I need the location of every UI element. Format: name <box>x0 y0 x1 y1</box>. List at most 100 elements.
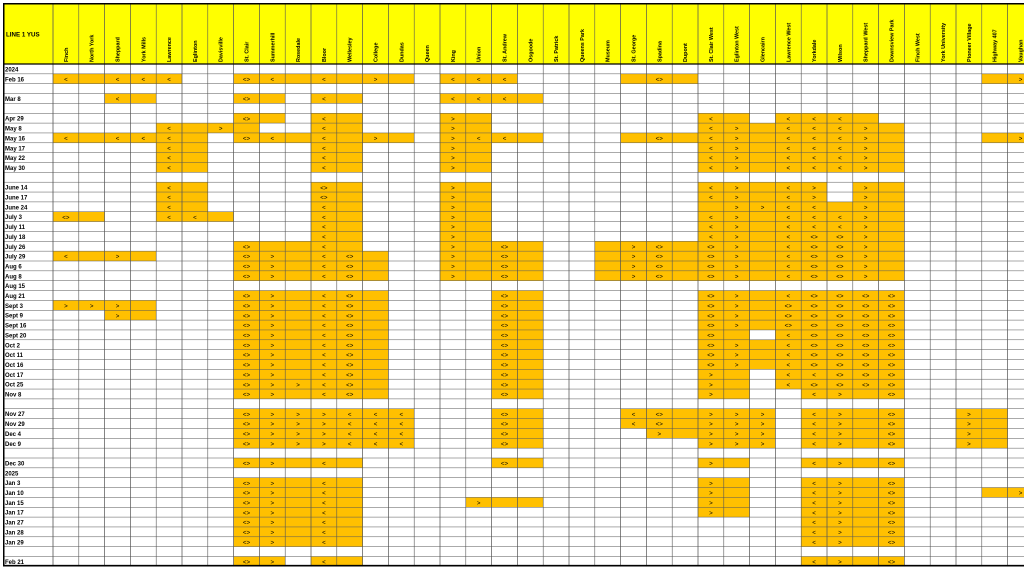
direction-mark: > <box>838 510 842 517</box>
closure-cell <box>723 241 750 252</box>
closure-cell <box>285 517 311 527</box>
closure-cell <box>156 162 182 173</box>
closure-cell <box>956 408 982 419</box>
direction-mark: <> <box>888 362 896 369</box>
closure-cell <box>698 251 724 261</box>
direction-mark: <> <box>656 273 664 280</box>
direction-mark: <> <box>243 76 251 83</box>
closure-cell <box>517 408 544 419</box>
closure-cell <box>852 201 879 212</box>
direction-mark: <> <box>862 382 870 389</box>
direction-mark: < <box>709 155 713 162</box>
row-label: Mar 8 <box>5 97 21 103</box>
closure-cell <box>827 349 853 360</box>
direction-mark: > <box>451 273 455 280</box>
closure-cell <box>285 428 311 439</box>
row-label: Dec 9 <box>5 442 22 448</box>
closure-cell <box>440 211 466 222</box>
closure-cell <box>259 320 286 330</box>
closure-cell <box>878 408 905 419</box>
closure-cell <box>336 231 363 242</box>
closure-cell <box>491 369 518 380</box>
direction-mark: > <box>270 273 274 280</box>
direction-mark: <> <box>888 352 896 359</box>
direction-mark: < <box>116 136 120 143</box>
closure-cell <box>156 132 182 143</box>
direction-mark: < <box>322 539 326 546</box>
direction-mark: > <box>296 382 300 389</box>
direction-mark: <> <box>707 273 715 280</box>
direction-mark: < <box>709 145 713 152</box>
direction-mark: > <box>761 421 765 428</box>
closure-cell <box>311 507 337 518</box>
row-label: Jan 29 <box>5 540 24 546</box>
closure-cell <box>646 132 673 143</box>
closure-cell <box>827 536 853 547</box>
direction-mark: > <box>116 313 120 320</box>
closure-cell <box>723 310 750 321</box>
closure-cell <box>878 497 905 508</box>
direction-mark: > <box>322 441 326 448</box>
direction-mark: > <box>270 490 274 497</box>
closure-cell <box>311 241 337 252</box>
closure-cell <box>981 132 1008 143</box>
closure-cell <box>336 201 363 212</box>
closure-cell <box>207 211 234 222</box>
direction-mark: > <box>1019 136 1023 143</box>
closure-cell <box>749 300 776 311</box>
closure-cell <box>801 290 827 301</box>
direction-mark: <> <box>346 264 354 271</box>
closure-cell <box>259 310 286 321</box>
row-label: Nov 27 <box>5 412 25 418</box>
closure-cell <box>852 418 879 429</box>
direction-mark: <> <box>501 273 509 280</box>
direction-mark: <> <box>888 421 896 428</box>
direction-mark: < <box>503 96 507 103</box>
closure-cell <box>775 320 802 330</box>
closure-cell <box>775 369 802 380</box>
closure-cell <box>336 536 363 547</box>
closure-cell <box>182 132 208 143</box>
column-header: Dupont <box>683 43 689 62</box>
closure-cell <box>723 300 750 311</box>
direction-mark: > <box>451 204 455 211</box>
closure-cell <box>311 261 337 271</box>
direction-mark: > <box>451 116 455 123</box>
direction-mark: > <box>632 273 636 280</box>
closure-cell <box>491 379 518 390</box>
closure-cell <box>827 201 853 212</box>
closure-cell <box>698 270 724 281</box>
direction-mark: > <box>735 155 739 162</box>
closure-cell <box>646 418 673 429</box>
closure-cell <box>723 379 750 390</box>
closure-cell <box>336 211 363 222</box>
closure-cell <box>440 201 466 212</box>
closure-cell <box>491 389 518 399</box>
direction-mark: < <box>812 510 816 517</box>
direction-mark: <> <box>836 382 844 389</box>
closure-cell <box>749 359 776 370</box>
direction-mark: < <box>167 76 171 83</box>
direction-mark: <> <box>810 303 818 310</box>
closure-cell <box>723 320 750 330</box>
closure-cell <box>827 231 853 242</box>
direction-mark: < <box>322 500 326 507</box>
closure-cell <box>878 182 905 193</box>
closure-cell <box>311 359 337 370</box>
closure-cell <box>775 349 802 360</box>
direction-mark: > <box>761 411 765 418</box>
closure-cell <box>285 458 311 468</box>
closure-cell <box>517 359 544 370</box>
closure-cell <box>233 487 260 498</box>
closure-cell <box>336 349 363 360</box>
closure-cell <box>233 517 260 527</box>
direction-mark: < <box>786 195 790 202</box>
direction-mark: > <box>967 431 971 438</box>
direction-mark: <> <box>320 195 328 202</box>
direction-mark: < <box>322 372 326 379</box>
closure-cell <box>259 369 286 380</box>
direction-mark: < <box>374 421 378 428</box>
direction-mark: <> <box>346 323 354 330</box>
column-header: Queens Park <box>580 29 586 62</box>
direction-mark: > <box>451 244 455 251</box>
